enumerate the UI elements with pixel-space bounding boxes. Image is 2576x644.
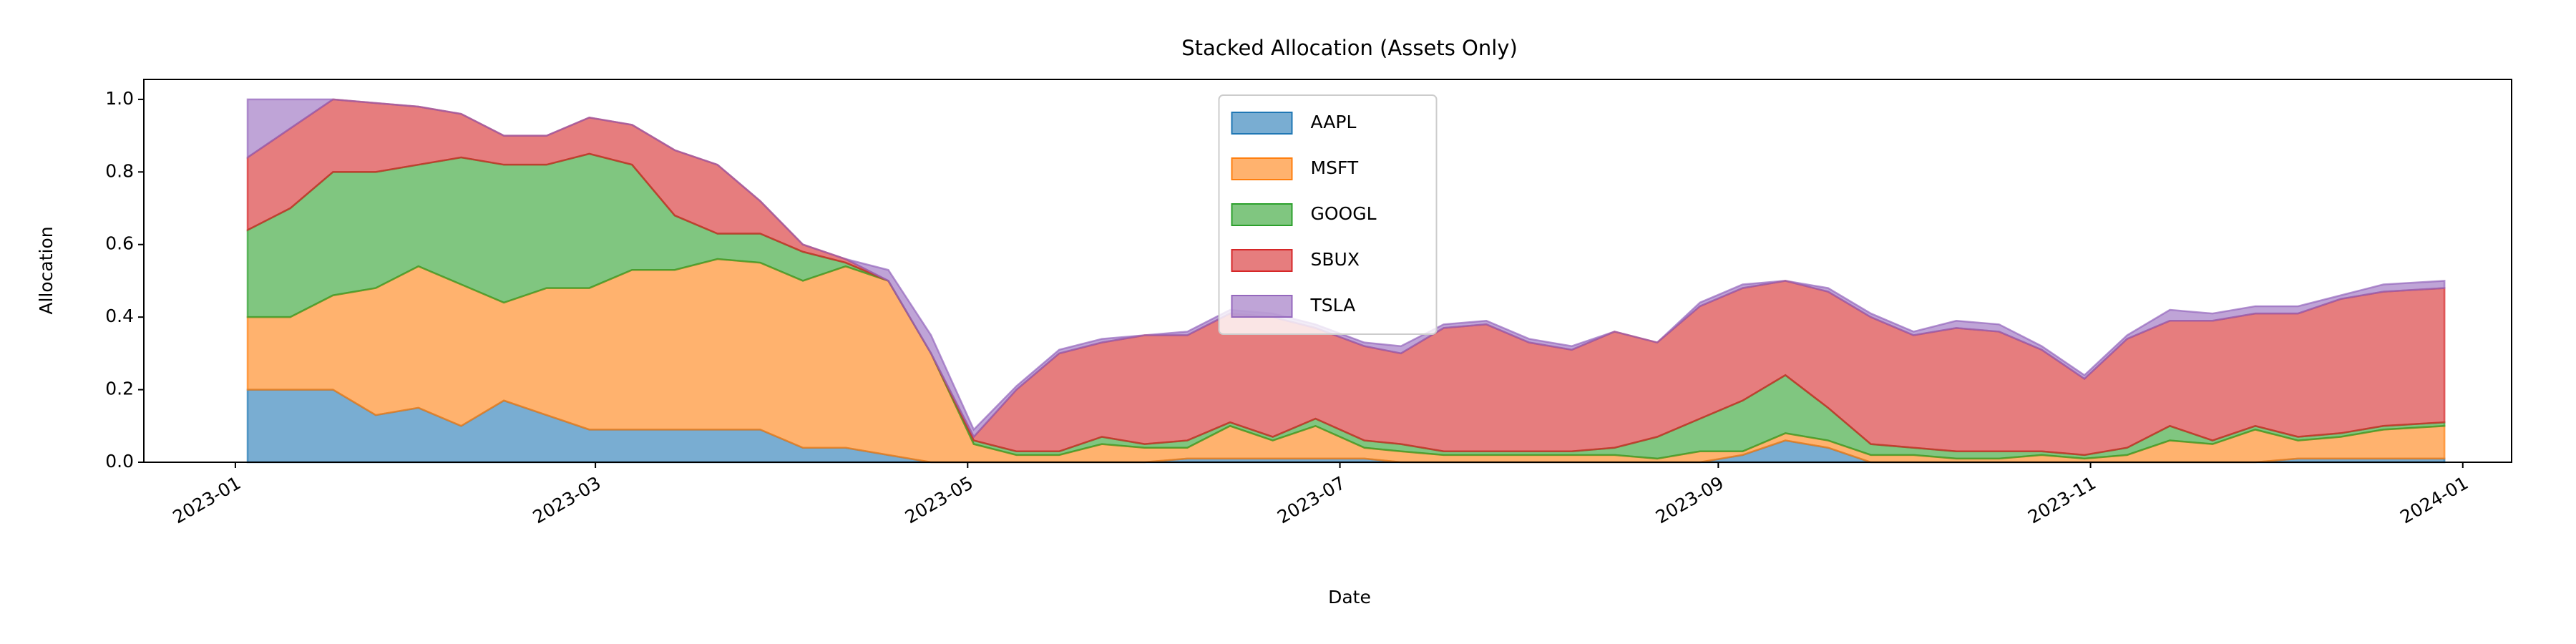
x-tick-label: 2023-09 bbox=[1652, 472, 1727, 527]
legend-box bbox=[1218, 94, 1438, 335]
legend-swatch bbox=[1231, 295, 1293, 318]
x-tick-label: 2023-07 bbox=[1274, 472, 1349, 527]
y-tick-label: 0.8 bbox=[105, 160, 134, 181]
y-tick-label: 0.6 bbox=[105, 233, 134, 254]
area bbox=[246, 98, 2446, 439]
legend-label: GOOGL bbox=[1311, 203, 1377, 224]
legend-swatch bbox=[1231, 112, 1293, 135]
legend-label: AAPL bbox=[1311, 112, 1357, 132]
x-tick-label: 2023-03 bbox=[530, 472, 605, 527]
legend-swatch bbox=[1231, 157, 1293, 180]
y-tick-label: 0.4 bbox=[105, 306, 134, 326]
legend-label: SBUX bbox=[1311, 249, 1360, 270]
chart-title: Stacked Allocation (Assets Only) bbox=[1181, 36, 1518, 60]
y-axis-label: Allocation bbox=[36, 226, 57, 314]
legend-label: MSFT bbox=[1311, 157, 1359, 178]
y-tick-label: 1.0 bbox=[105, 88, 134, 109]
legend-swatch bbox=[1231, 249, 1293, 272]
x-tick-label: 2024-01 bbox=[2396, 472, 2472, 527]
x-axis-label: Date bbox=[1328, 587, 1371, 608]
x-tick-label: 2023-01 bbox=[169, 472, 244, 527]
plot-frame bbox=[143, 79, 2512, 463]
x-tick-label: 2023-05 bbox=[902, 472, 977, 527]
legend-swatch bbox=[1231, 203, 1293, 226]
x-tick-label: 2023-11 bbox=[2024, 472, 2099, 527]
legend-label: TSLA bbox=[1310, 295, 1356, 316]
y-tick-label: 0.0 bbox=[105, 451, 134, 472]
y-tick-label: 0.2 bbox=[105, 379, 134, 399]
